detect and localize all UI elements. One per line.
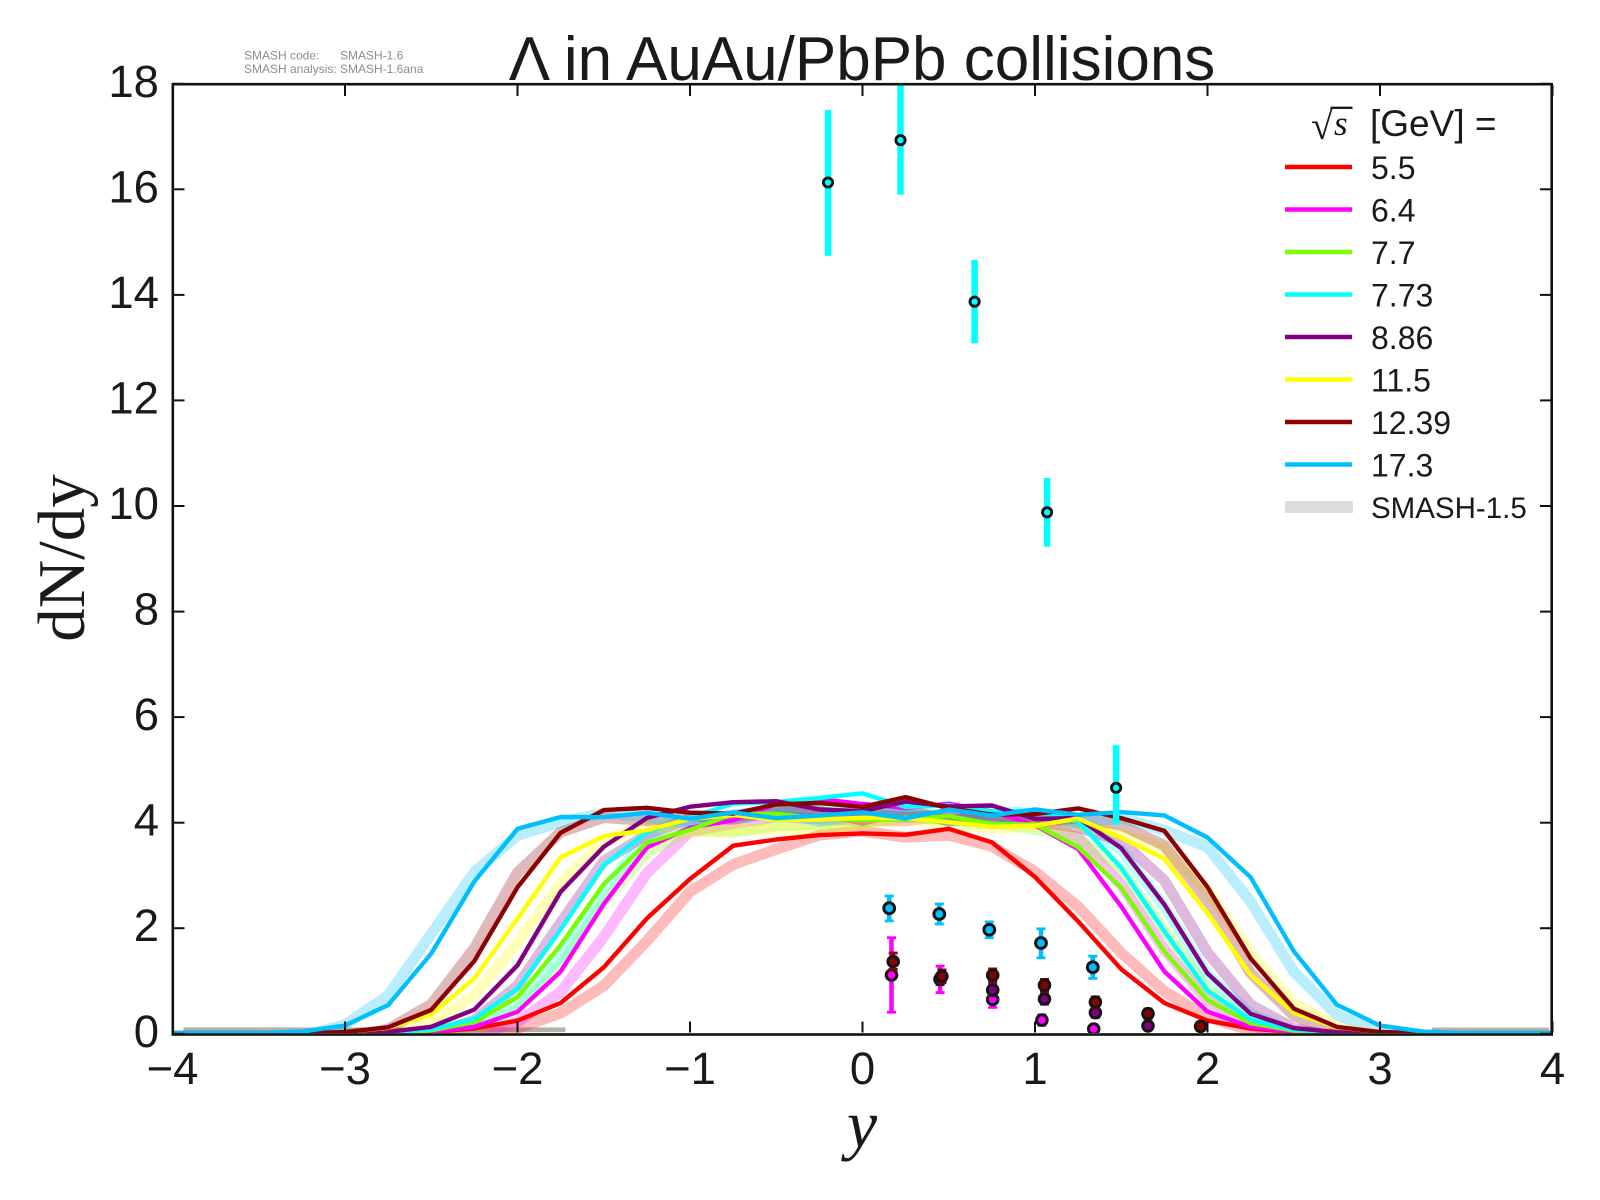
svg-text:12: 12 [108,372,159,423]
svg-text:s: s [1334,104,1348,143]
svg-text:√: √ [1311,103,1333,148]
svg-text:[GeV] =: [GeV] = [1370,103,1496,144]
svg-text:SMASH-1.5: SMASH-1.5 [1371,492,1527,525]
svg-text:−1: −1 [664,1043,716,1094]
svg-text:y: y [841,1086,878,1162]
svg-text:4: 4 [134,795,159,846]
svg-text:SMASH analysis:: SMASH analysis: [244,62,337,76]
svg-text:0: 0 [850,1043,875,1094]
svg-text:7.7: 7.7 [1371,235,1415,271]
svg-text:5.5: 5.5 [1371,150,1415,186]
svg-text:18: 18 [108,56,159,107]
svg-text:7.73: 7.73 [1371,278,1433,314]
svg-text:16: 16 [108,161,159,212]
svg-text:1: 1 [1022,1043,1047,1094]
svg-text:dN/dy: dN/dy [25,474,99,642]
svg-text:14: 14 [108,267,159,318]
svg-text:8.86: 8.86 [1371,320,1433,356]
svg-text:−4: −4 [147,1043,199,1094]
svg-text:3: 3 [1367,1043,1392,1094]
svg-text:4: 4 [1540,1043,1565,1094]
svg-text:SMASH-1.6ana: SMASH-1.6ana [340,62,424,76]
svg-text:6.4: 6.4 [1371,193,1415,229]
svg-text:6: 6 [134,689,159,740]
svg-text:Λ in AuAu/PbPb collisions: Λ in AuAu/PbPb collisions [509,25,1216,94]
svg-text:12.39: 12.39 [1371,405,1451,441]
svg-text:0: 0 [134,1006,159,1057]
svg-text:−3: −3 [319,1043,371,1094]
svg-text:SMASH code:: SMASH code: [244,49,319,63]
svg-text:2: 2 [1195,1043,1220,1094]
svg-text:17.3: 17.3 [1371,448,1433,484]
svg-text:8: 8 [134,584,159,635]
svg-text:2: 2 [134,900,159,951]
svg-text:11.5: 11.5 [1371,363,1431,399]
svg-text:10: 10 [108,478,159,529]
svg-text:SMASH-1.6: SMASH-1.6 [340,49,404,63]
svg-text:−2: −2 [492,1043,544,1094]
